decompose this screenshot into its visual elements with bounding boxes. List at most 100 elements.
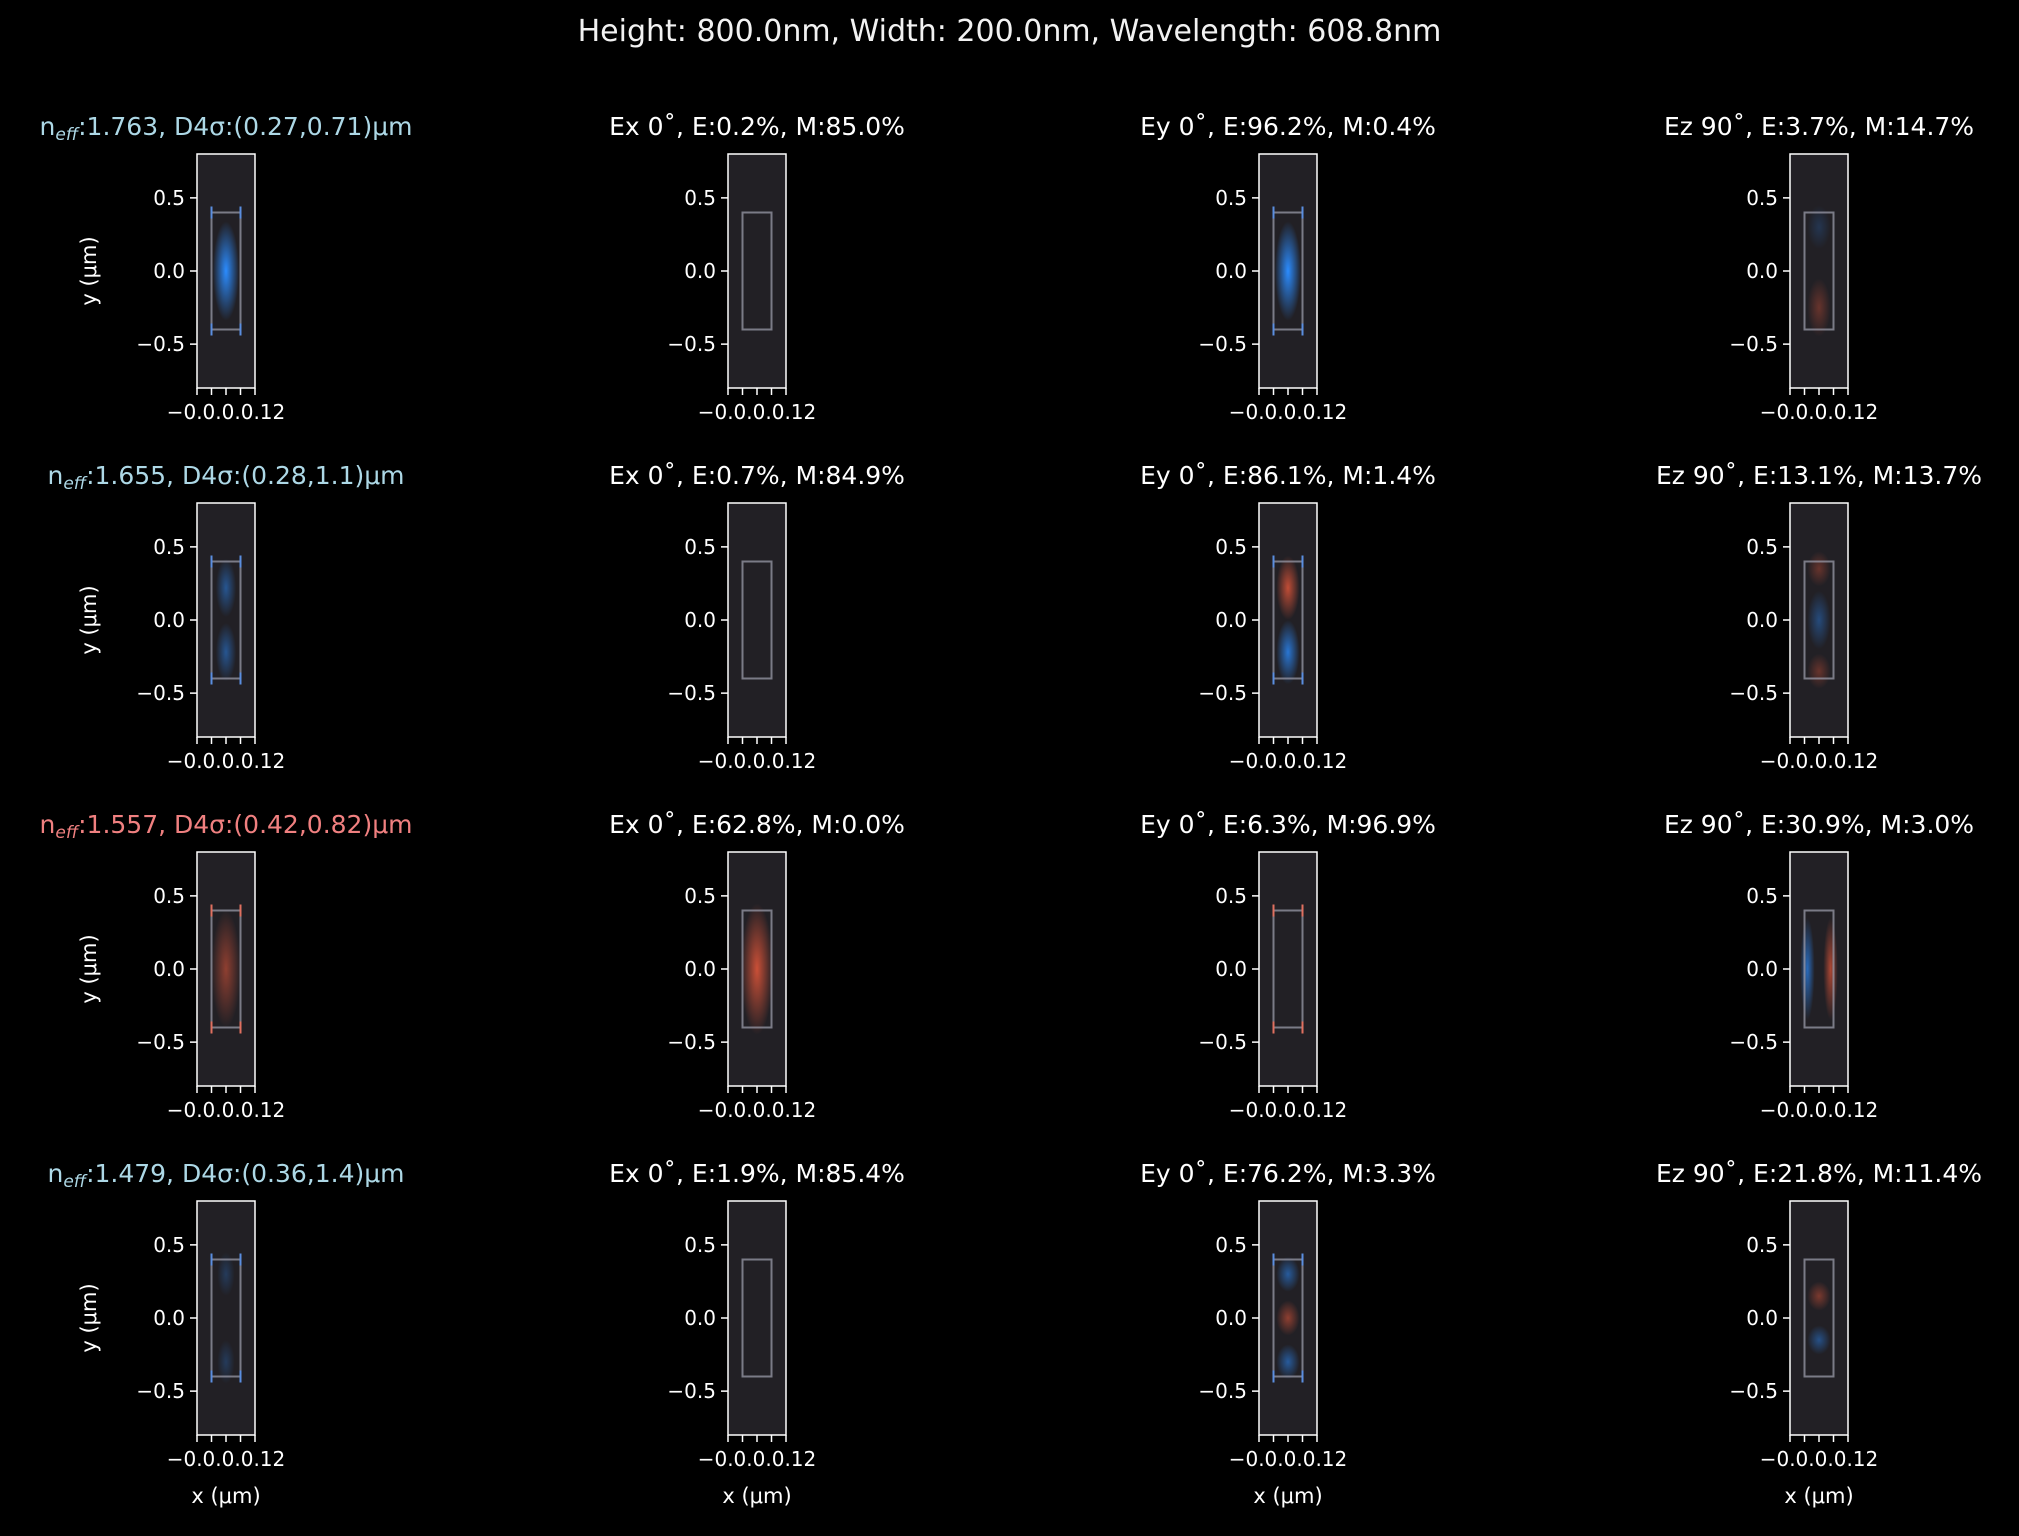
y-tick-label: 0.0 xyxy=(1746,259,1778,283)
field-lobe xyxy=(1807,278,1831,337)
y-tick-label: 0.5 xyxy=(684,186,716,210)
heatmap-background xyxy=(1790,1201,1848,1435)
y-tick-label: 0.0 xyxy=(1215,608,1247,632)
y-tick-label: 0.5 xyxy=(153,1233,185,1257)
field-lobe xyxy=(1807,1281,1831,1311)
y-tick-label: −0.5 xyxy=(1729,1379,1778,1403)
waveguide-core-outline xyxy=(1803,1258,1835,1378)
waveguide-core-outline xyxy=(210,1258,242,1378)
x-axis-label: x (μm) xyxy=(191,1484,260,1508)
waveguide-core-outline xyxy=(741,560,773,680)
field-lobe xyxy=(1276,1344,1300,1380)
field-lobe xyxy=(217,1339,235,1384)
x-tick-labels: −0.0.0.0.12 xyxy=(167,1447,286,1471)
field-lobe xyxy=(1807,205,1831,250)
field-lobe xyxy=(215,558,237,618)
y-axis-label: y (μm) xyxy=(77,585,101,654)
y-tick-label: 0.0 xyxy=(1746,957,1778,981)
heatmap-background xyxy=(197,1201,255,1435)
field-lobe xyxy=(1276,1256,1300,1292)
panel-r4-total: 0.5 0.0 −0.5 −0.0.0.0.12 neff:1.479, D4σ:(0.… xyxy=(47,1159,404,1508)
y-tick-label: 0.5 xyxy=(1746,1233,1778,1257)
y-tick-label: 0.5 xyxy=(684,535,716,559)
waveguide-core-outline xyxy=(1803,560,1835,680)
y-tick-label: 0.5 xyxy=(1215,186,1247,210)
y-tick-label: −0.5 xyxy=(667,1379,716,1403)
field-lobe xyxy=(1823,917,1838,1021)
y-tick-label: 0.0 xyxy=(1215,259,1247,283)
x-axis-label: x (μm) xyxy=(1253,1484,1322,1508)
field-lobe xyxy=(1807,653,1831,689)
x-tick-labels: −0.0.0.0.12 xyxy=(698,1447,817,1471)
y-tick-label: 0.0 xyxy=(153,608,185,632)
x-axis-label: x (μm) xyxy=(722,1484,791,1508)
subplot-title: neff:1.655, D4σ:(0.28,1.1)μm xyxy=(47,461,404,494)
panel-r3-total: 0.5 0.0 −0.5 −0.0.0.0.12 neff:1.557, D4σ:(0.… xyxy=(40,810,413,1122)
waveguide-core-outline xyxy=(741,909,773,1029)
x-tick-labels: −0.0.0.0.12 xyxy=(1760,1447,1879,1471)
y-tick-label: −0.5 xyxy=(1729,1030,1778,1054)
subplot-title: Ez 90˚, E:3.7%, M:14.7% xyxy=(1664,112,1974,141)
subplot-title: neff:1.763, D4σ:(0.27,0.71)μm xyxy=(40,112,413,145)
field-lobe xyxy=(1274,221,1302,321)
field-lobe xyxy=(217,1252,235,1297)
x-tick-labels: −0.0.0.0.12 xyxy=(1760,749,1879,773)
waveguide-core-outline xyxy=(210,211,242,331)
waveguide-core-outline xyxy=(1803,909,1835,1029)
heatmap-background xyxy=(1790,852,1848,1086)
y-tick-label: 0.5 xyxy=(1746,535,1778,559)
x-tick-labels: −0.0.0.0.12 xyxy=(698,1098,817,1122)
y-tick-label: 0.5 xyxy=(1215,884,1247,908)
x-tick-labels: −0.0.0.0.12 xyxy=(698,400,817,424)
y-tick-label: 0.0 xyxy=(1746,608,1778,632)
heatmap-background xyxy=(197,503,255,737)
x-tick-labels: −0.0.0.0.12 xyxy=(1760,400,1879,424)
y-tick-label: −0.5 xyxy=(136,1030,185,1054)
subplot-title: neff:1.479, D4σ:(0.36,1.4)μm xyxy=(47,1159,404,1192)
x-tick-labels: −0.0.0.0.12 xyxy=(1229,749,1348,773)
field-lobe xyxy=(211,910,241,1028)
panel-r1-ey: 0.5 0.0 −0.5 −0.0.0.0.12 Ey 0˚, E:96.2%, M:0… xyxy=(1140,112,1436,424)
y-tick-label: −0.5 xyxy=(1198,681,1247,705)
waveguide-core-outline xyxy=(1803,211,1835,331)
y-tick-label: 0.5 xyxy=(684,1233,716,1257)
heatmap-background xyxy=(1790,154,1848,388)
field-lobe xyxy=(1276,1300,1300,1336)
field-lobe xyxy=(215,622,237,682)
y-tick-label: −0.5 xyxy=(136,1379,185,1403)
y-axis-label: y (μm) xyxy=(77,236,101,305)
field-lobe xyxy=(212,221,240,321)
waveguide-core-outline xyxy=(1272,560,1304,680)
y-tick-label: 0.0 xyxy=(1215,957,1247,981)
field-lobe xyxy=(1807,590,1831,650)
panel-r3-ex: 0.5 0.0 −0.5 −0.0.0.0.12 Ex 0˚, E:62.8%, M:0… xyxy=(609,810,905,1122)
y-axis-label: y (μm) xyxy=(77,1283,101,1352)
y-tick-label: 0.5 xyxy=(1215,535,1247,559)
waveguide-core-outline xyxy=(1272,1258,1304,1378)
y-tick-label: −0.5 xyxy=(1198,1379,1247,1403)
x-tick-labels: −0.0.0.0.12 xyxy=(1229,1447,1348,1471)
panel-r2-ez: 0.5 0.0 −0.5 −0.0.0.0.12 Ez 90˚, E:13.1%, M:… xyxy=(1656,461,1982,773)
y-tick-label: −0.5 xyxy=(136,681,185,705)
panel-r3-ey: 0.5 0.0 −0.5 −0.0.0.0.12 Ey 0˚, E:6.3%, M:96… xyxy=(1140,810,1436,1122)
x-tick-labels: −0.0.0.0.12 xyxy=(167,400,286,424)
panel-r1-ex: 0.5 0.0 −0.5 −0.0.0.0.12 Ex 0˚, E:0.2%, M:85… xyxy=(609,112,905,424)
subplot-title: Ex 0˚, E:62.8%, M:0.0% xyxy=(609,810,905,839)
y-tick-label: 0.5 xyxy=(1746,186,1778,210)
panel-r4-ez: 0.5 0.0 −0.5 −0.0.0.0.12 Ez 90˚, E:21.8%, M:… xyxy=(1656,1159,1982,1508)
y-tick-label: −0.5 xyxy=(667,681,716,705)
heatmap-background xyxy=(728,154,786,388)
waveguide-core-outline xyxy=(741,211,773,331)
x-tick-labels: −0.0.0.0.12 xyxy=(1229,1098,1348,1122)
y-tick-label: 0.0 xyxy=(153,1306,185,1330)
field-lobe xyxy=(1276,620,1300,685)
panel-r1-ez: 0.5 0.0 −0.5 −0.0.0.0.12 Ez 90˚, E:3.7%, M:1… xyxy=(1664,112,1974,424)
y-tick-label: 0.5 xyxy=(684,884,716,908)
field-lobe xyxy=(1800,917,1815,1021)
x-tick-labels: −0.0.0.0.12 xyxy=(167,1098,286,1122)
panel-r2-ey: 0.5 0.0 −0.5 −0.0.0.0.12 Ey 0˚, E:86.1%, M:1… xyxy=(1140,461,1436,773)
subplot-title: Ey 0˚, E:96.2%, M:0.4% xyxy=(1140,112,1436,141)
y-tick-label: 0.0 xyxy=(684,608,716,632)
y-tick-label: 0.0 xyxy=(684,1306,716,1330)
